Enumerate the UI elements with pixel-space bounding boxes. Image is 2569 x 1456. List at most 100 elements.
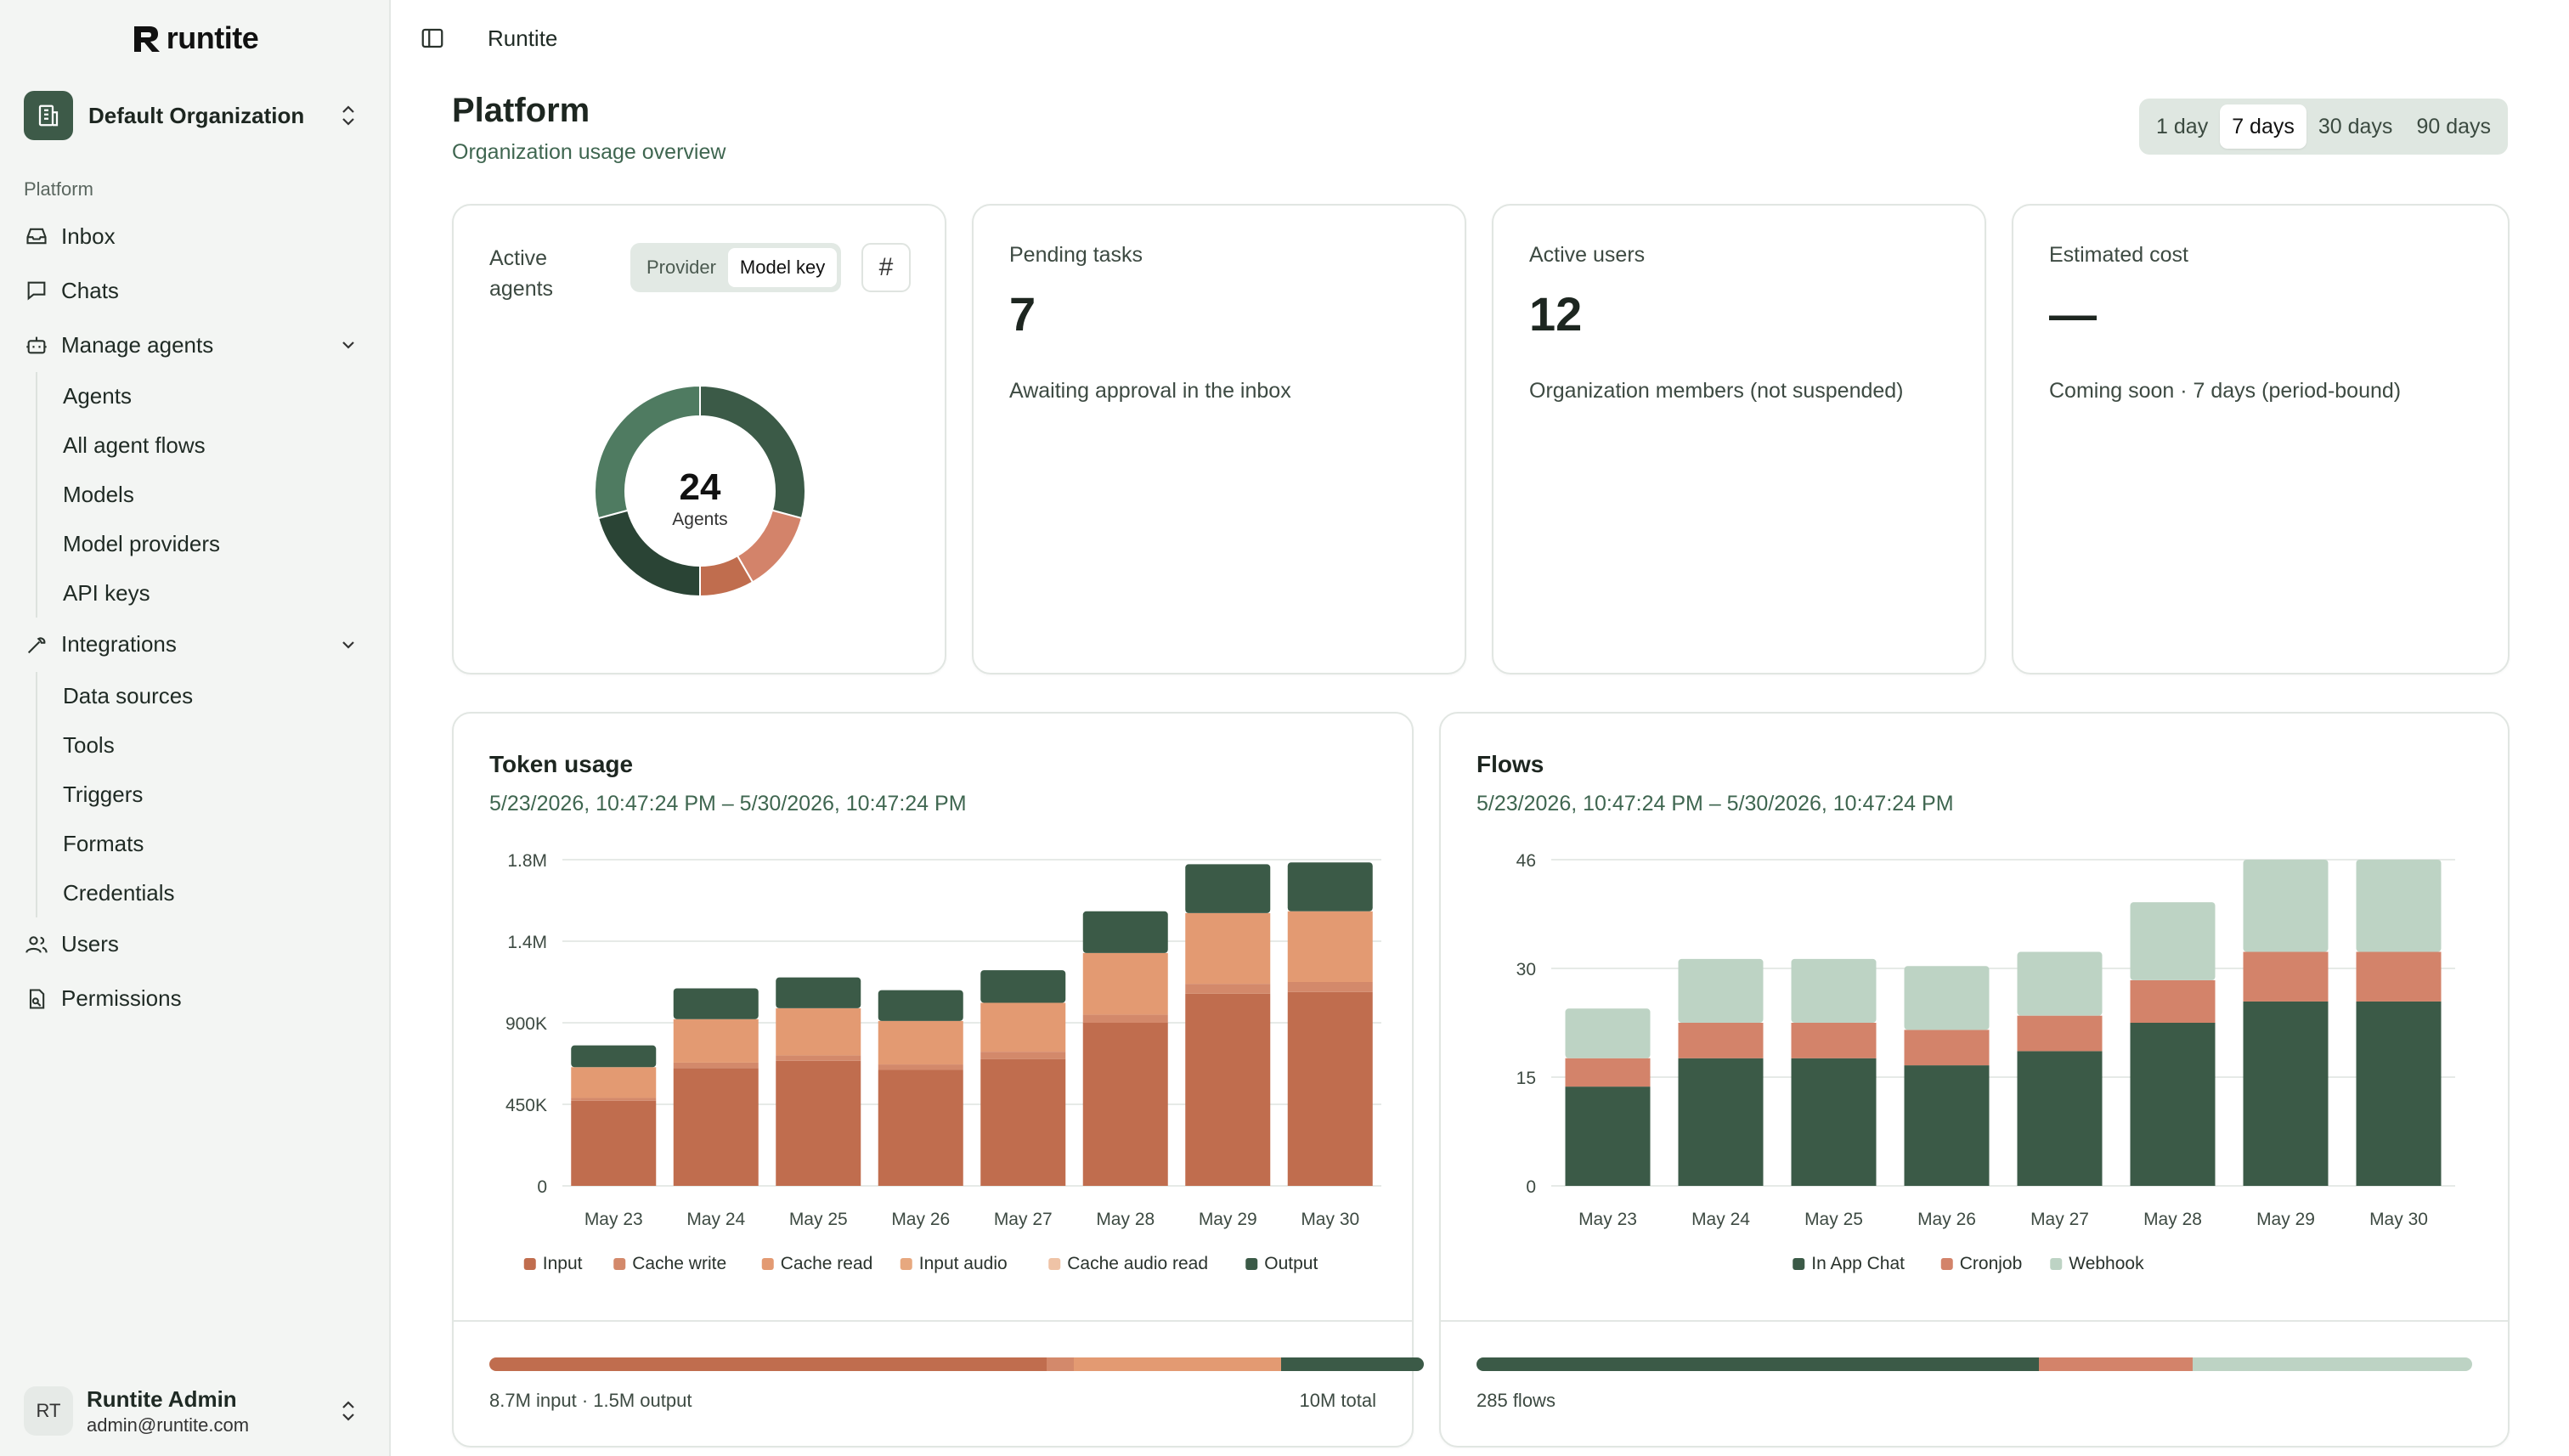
sidebar-item-data-sources[interactable]: Data sources (63, 683, 194, 709)
bar-cache_write-5[interactable] (1082, 1014, 1168, 1023)
building-icon (24, 91, 73, 140)
sidebar-item-triggers[interactable]: Triggers (63, 781, 144, 807)
bar-input-4[interactable] (980, 1058, 1066, 1186)
bar-input-5[interactable] (1082, 1023, 1168, 1186)
sidebar-item-integrations[interactable]: Integrations (24, 618, 365, 672)
bar-cache_write-0[interactable] (571, 1098, 657, 1101)
bar-webhook-7[interactable] (2356, 860, 2442, 952)
chevron-down-icon[interactable] (338, 335, 359, 355)
bar-cronjob-0[interactable] (1565, 1058, 1651, 1087)
bar-cache_write-7[interactable] (1287, 982, 1373, 992)
bar-cache_write-6[interactable] (1185, 984, 1271, 994)
bar-output-6[interactable] (1185, 864, 1271, 913)
bar-cache_read-4[interactable] (980, 1002, 1066, 1052)
bar-output-3[interactable] (878, 990, 963, 1021)
sidebar-item-tools[interactable]: Tools (63, 732, 115, 759)
bar-output-2[interactable] (776, 977, 861, 1008)
bar-cronjob-6[interactable] (2243, 951, 2329, 1002)
org-switcher[interactable]: Default Organization (24, 88, 365, 143)
bar-input-7[interactable] (1287, 991, 1373, 1186)
bar-output-4[interactable] (980, 970, 1066, 1003)
bar-input-2[interactable] (776, 1060, 861, 1186)
bar-webhook-2[interactable] (1791, 958, 1877, 1023)
donut-total: 24 (680, 466, 721, 508)
bar-cache_read-6[interactable] (1185, 912, 1271, 985)
bar-in_app_chat-1[interactable] (1678, 1058, 1764, 1186)
bar-webhook-6[interactable] (2243, 860, 2329, 952)
sidebar-item-inbox[interactable]: Inbox (24, 209, 365, 263)
sidebar-item-api-keys[interactable]: API keys (63, 579, 150, 606)
bar-output-7[interactable] (1287, 862, 1373, 911)
legend-swatch (1048, 1258, 1061, 1270)
legend-label: Output (1264, 1254, 1318, 1273)
bar-cronjob-4[interactable] (2017, 1015, 2103, 1052)
bar-cache_write-4[interactable] (980, 1052, 1066, 1059)
bar-input-6[interactable] (1185, 993, 1271, 1186)
bar-cronjob-5[interactable] (2130, 979, 2216, 1023)
logo[interactable]: runtite (24, 0, 365, 76)
runtite-logo-icon (133, 26, 160, 52)
bar-in_app_chat-4[interactable] (2017, 1051, 2103, 1186)
bar-input-0[interactable] (571, 1100, 657, 1186)
legend-label: Cache write (632, 1254, 726, 1273)
legend-label: Cache read (781, 1254, 873, 1273)
bar-output-0[interactable] (571, 1045, 657, 1068)
bar-webhook-0[interactable] (1565, 1008, 1651, 1058)
sidebar-item-all-agent-flows[interactable]: All agent flows (63, 432, 206, 459)
donut-slice-4[interactable] (594, 384, 701, 520)
user-menu[interactable]: RT Runtite Admin admin@runtite.com (24, 1381, 365, 1441)
bar-cache_read-2[interactable] (776, 1007, 861, 1056)
bar-in_app_chat-7[interactable] (2356, 1001, 2442, 1186)
chart-date-range: 5/23/2026, 10:47:24 PM – 5/30/2026, 10:4… (489, 792, 967, 815)
bar-cronjob-1[interactable] (1678, 1023, 1764, 1058)
legend-label: In App Chat (1811, 1254, 1905, 1273)
sidebar-item-credentials[interactable]: Credentials (63, 879, 175, 906)
sidebar-toggle-icon[interactable] (420, 25, 445, 51)
count-mode-button[interactable]: # (861, 243, 911, 292)
sidebar-item-models[interactable]: Models (63, 481, 134, 507)
bar-in_app_chat-3[interactable] (1904, 1065, 1990, 1186)
card-label: Active users (1529, 243, 1646, 267)
sidebar-item-formats[interactable]: Formats (63, 830, 144, 856)
bar-in_app_chat-5[interactable] (2130, 1023, 2216, 1186)
bar-cronjob-7[interactable] (2356, 951, 2442, 1002)
legend-swatch (1940, 1258, 1953, 1270)
sidebar-item-users[interactable]: Users (24, 917, 365, 972)
chevron-down-icon[interactable] (338, 635, 359, 655)
bar-cache_read-3[interactable] (878, 1020, 963, 1065)
bar-cache_read-7[interactable] (1287, 911, 1373, 982)
bar-cronjob-2[interactable] (1791, 1023, 1877, 1058)
bar-cronjob-3[interactable] (1904, 1030, 1990, 1066)
bar-in_app_chat-6[interactable] (2243, 1001, 2329, 1186)
bar-in_app_chat-2[interactable] (1791, 1058, 1877, 1186)
bar-input-1[interactable] (673, 1068, 759, 1186)
sidebar-item-model-providers[interactable]: Model providers (63, 530, 220, 556)
bar-output-5[interactable] (1082, 911, 1168, 953)
sidebar-item-chats[interactable]: Chats (24, 263, 365, 318)
bar-cache_write-2[interactable] (776, 1055, 861, 1061)
bar-cache_write-1[interactable] (673, 1062, 759, 1069)
range-option-7-days[interactable]: 7 days (2220, 104, 2306, 149)
x-tick-label: May 25 (1804, 1210, 1863, 1229)
bar-in_app_chat-0[interactable] (1565, 1086, 1651, 1186)
bar-cache_read-0[interactable] (571, 1067, 657, 1098)
sidebar-item-permissions[interactable]: Permissions (24, 972, 365, 1026)
bar-input-3[interactable] (878, 1069, 963, 1186)
bar-cache_read-5[interactable] (1082, 952, 1168, 1015)
bar-webhook-3[interactable] (1904, 966, 1990, 1030)
breadcrumb[interactable]: Runtite (488, 25, 558, 51)
range-option-90-days[interactable]: 90 days (2416, 114, 2491, 138)
bar-cache_read-1[interactable] (673, 1019, 759, 1063)
range-option-1-day[interactable]: 1 day (2156, 114, 2209, 138)
bar-cache_write-3[interactable] (878, 1064, 963, 1070)
legend-label: Cronjob (1960, 1254, 2023, 1273)
toggle-provider[interactable]: Provider (646, 257, 716, 278)
sidebar-item-agents[interactable]: Agents (63, 383, 132, 409)
bar-webhook-4[interactable] (2017, 951, 2103, 1016)
bar-webhook-1[interactable] (1678, 958, 1764, 1023)
bar-webhook-5[interactable] (2130, 902, 2216, 980)
sidebar-item-manage-agents[interactable]: Manage agents (24, 318, 365, 372)
range-option-30-days[interactable]: 30 days (2318, 114, 2393, 138)
toggle-model-key[interactable]: Model key (727, 248, 838, 287)
bar-output-1[interactable] (673, 988, 759, 1019)
